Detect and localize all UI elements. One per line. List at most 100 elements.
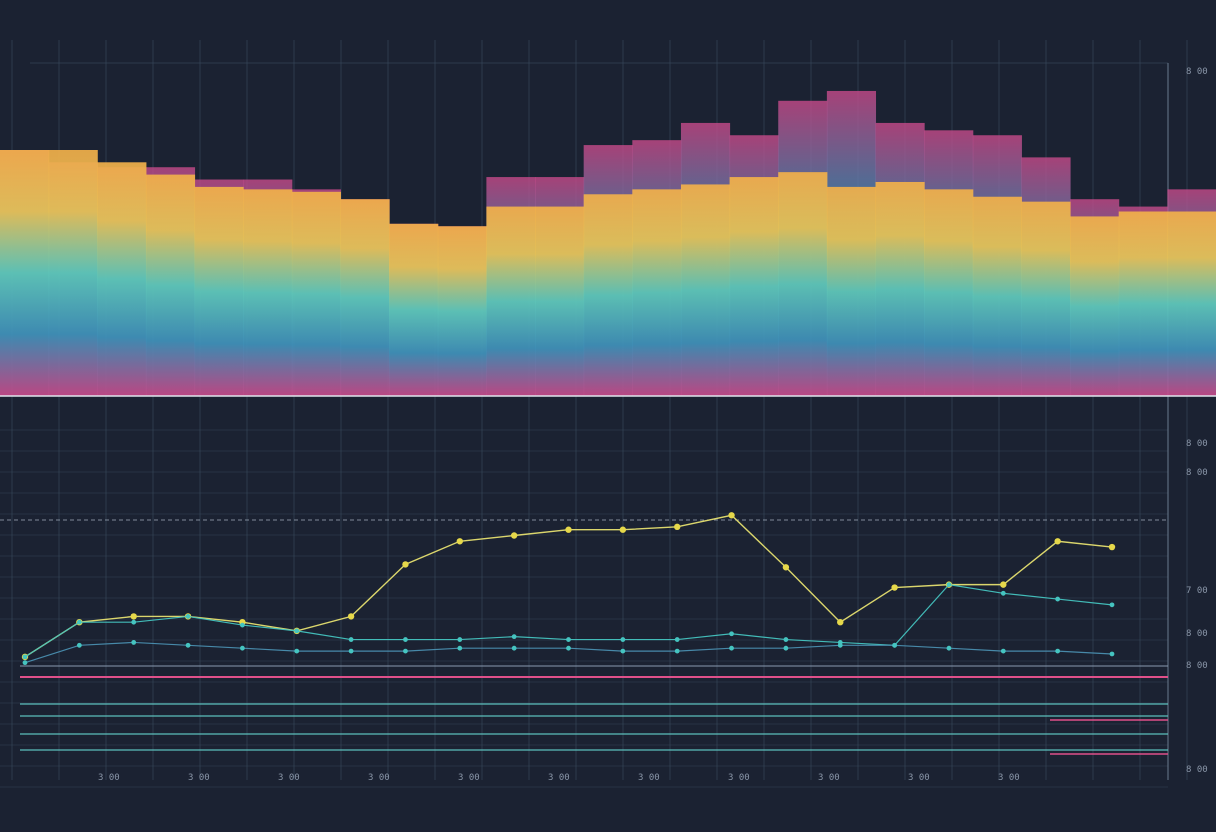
data-point: [457, 637, 463, 642]
bar: [729, 177, 779, 396]
tick-label: 3 00: [188, 773, 210, 783]
tick-label: 7 00: [1186, 586, 1208, 596]
bar: [583, 194, 633, 396]
bar: [1167, 211, 1216, 396]
tick-label: 8 00: [1186, 468, 1208, 478]
data-point: [1055, 596, 1061, 602]
data-point: [783, 645, 789, 651]
data-point: [403, 648, 408, 654]
data-point: [294, 648, 300, 654]
bar: [1118, 211, 1168, 396]
data-point: [1055, 648, 1061, 654]
bar: [0, 150, 50, 396]
tick-label: 8 00: [1186, 439, 1208, 449]
data-point: [510, 532, 518, 539]
data-point: [348, 637, 354, 642]
data-point: [131, 619, 137, 625]
data-point: [1109, 651, 1115, 657]
data-point: [130, 613, 137, 620]
data-point: [22, 654, 28, 660]
tick-label: 3 00: [368, 773, 390, 783]
data-point: [946, 582, 952, 588]
data-point: [22, 660, 28, 666]
data-point: [783, 637, 789, 642]
data-point: [1109, 602, 1115, 608]
data-point: [185, 614, 191, 619]
bar: [1070, 216, 1120, 396]
data-point: [240, 622, 245, 628]
data-point: [891, 584, 898, 591]
data-point: [674, 637, 680, 642]
bar: [340, 199, 390, 396]
bar: [291, 191, 341, 396]
data-point: [131, 640, 137, 645]
bar: [145, 174, 196, 396]
tick-label: 3 00: [728, 773, 750, 783]
data-point: [565, 526, 572, 533]
bar: [924, 189, 974, 396]
bar: [437, 226, 487, 396]
data-point: [892, 642, 897, 648]
tick-labels: 8 00 8 00 8 00 7 00 8 00 8 00 8 00 3 00 3 00 3 00…: [98, 67, 1208, 783]
bar-series-front: [0, 150, 1216, 396]
tick-label: 3 00: [548, 773, 570, 783]
tick-label: 3 00: [638, 773, 660, 783]
data-point: [620, 648, 626, 654]
data-point: [729, 645, 734, 651]
tick-label: 8 00: [1186, 629, 1208, 639]
data-point: [456, 538, 463, 545]
data-point: [674, 523, 681, 531]
bar: [680, 184, 731, 396]
bar: [1021, 201, 1071, 396]
tick-label: 3 00: [998, 773, 1020, 783]
data-point: [729, 631, 734, 637]
bar: [243, 189, 293, 396]
tick-label: 3 00: [818, 773, 840, 783]
data-point: [837, 642, 843, 648]
bar: [389, 223, 439, 396]
data-point: [620, 637, 626, 642]
tick-label: 3 00: [98, 773, 120, 783]
bar: [826, 186, 877, 396]
data-point: [782, 564, 790, 571]
grid: [0, 40, 1188, 788]
data-point: [837, 619, 844, 626]
bar: [535, 206, 585, 396]
data-point: [347, 613, 355, 620]
bar: [875, 181, 925, 396]
data-point: [674, 648, 680, 654]
data-point: [566, 645, 571, 651]
bar: [972, 196, 1022, 396]
tick-label: 8 00: [1186, 67, 1208, 77]
data-point: [403, 637, 408, 642]
bar: [632, 189, 682, 396]
data-point: [619, 526, 627, 533]
tick-label: 3 00: [278, 773, 300, 783]
data-point: [1054, 538, 1061, 545]
line-series: [21, 512, 1116, 666]
data-point: [946, 645, 952, 651]
data-point: [294, 628, 300, 634]
data-point: [566, 637, 571, 642]
data-point: [1000, 581, 1007, 588]
bar: [194, 186, 244, 396]
data-point: [76, 642, 82, 648]
data-point: [1000, 648, 1006, 654]
horizontal-bands: [20, 665, 1168, 755]
data-point: [1000, 590, 1006, 596]
data-point: [511, 645, 517, 651]
data-point: [728, 512, 735, 519]
tick-label: 8 00: [1186, 661, 1208, 671]
data-point: [457, 645, 463, 651]
tick-label: 8 00: [1186, 765, 1208, 775]
bar: [778, 172, 828, 396]
data-point: [76, 619, 82, 625]
data-point: [348, 648, 354, 654]
data-point: [240, 645, 245, 651]
data-point: [511, 634, 517, 640]
tick-label: 3 00: [458, 773, 480, 783]
bar: [48, 150, 98, 396]
tick-label: 3 00: [908, 773, 930, 783]
data-point: [1108, 543, 1116, 551]
